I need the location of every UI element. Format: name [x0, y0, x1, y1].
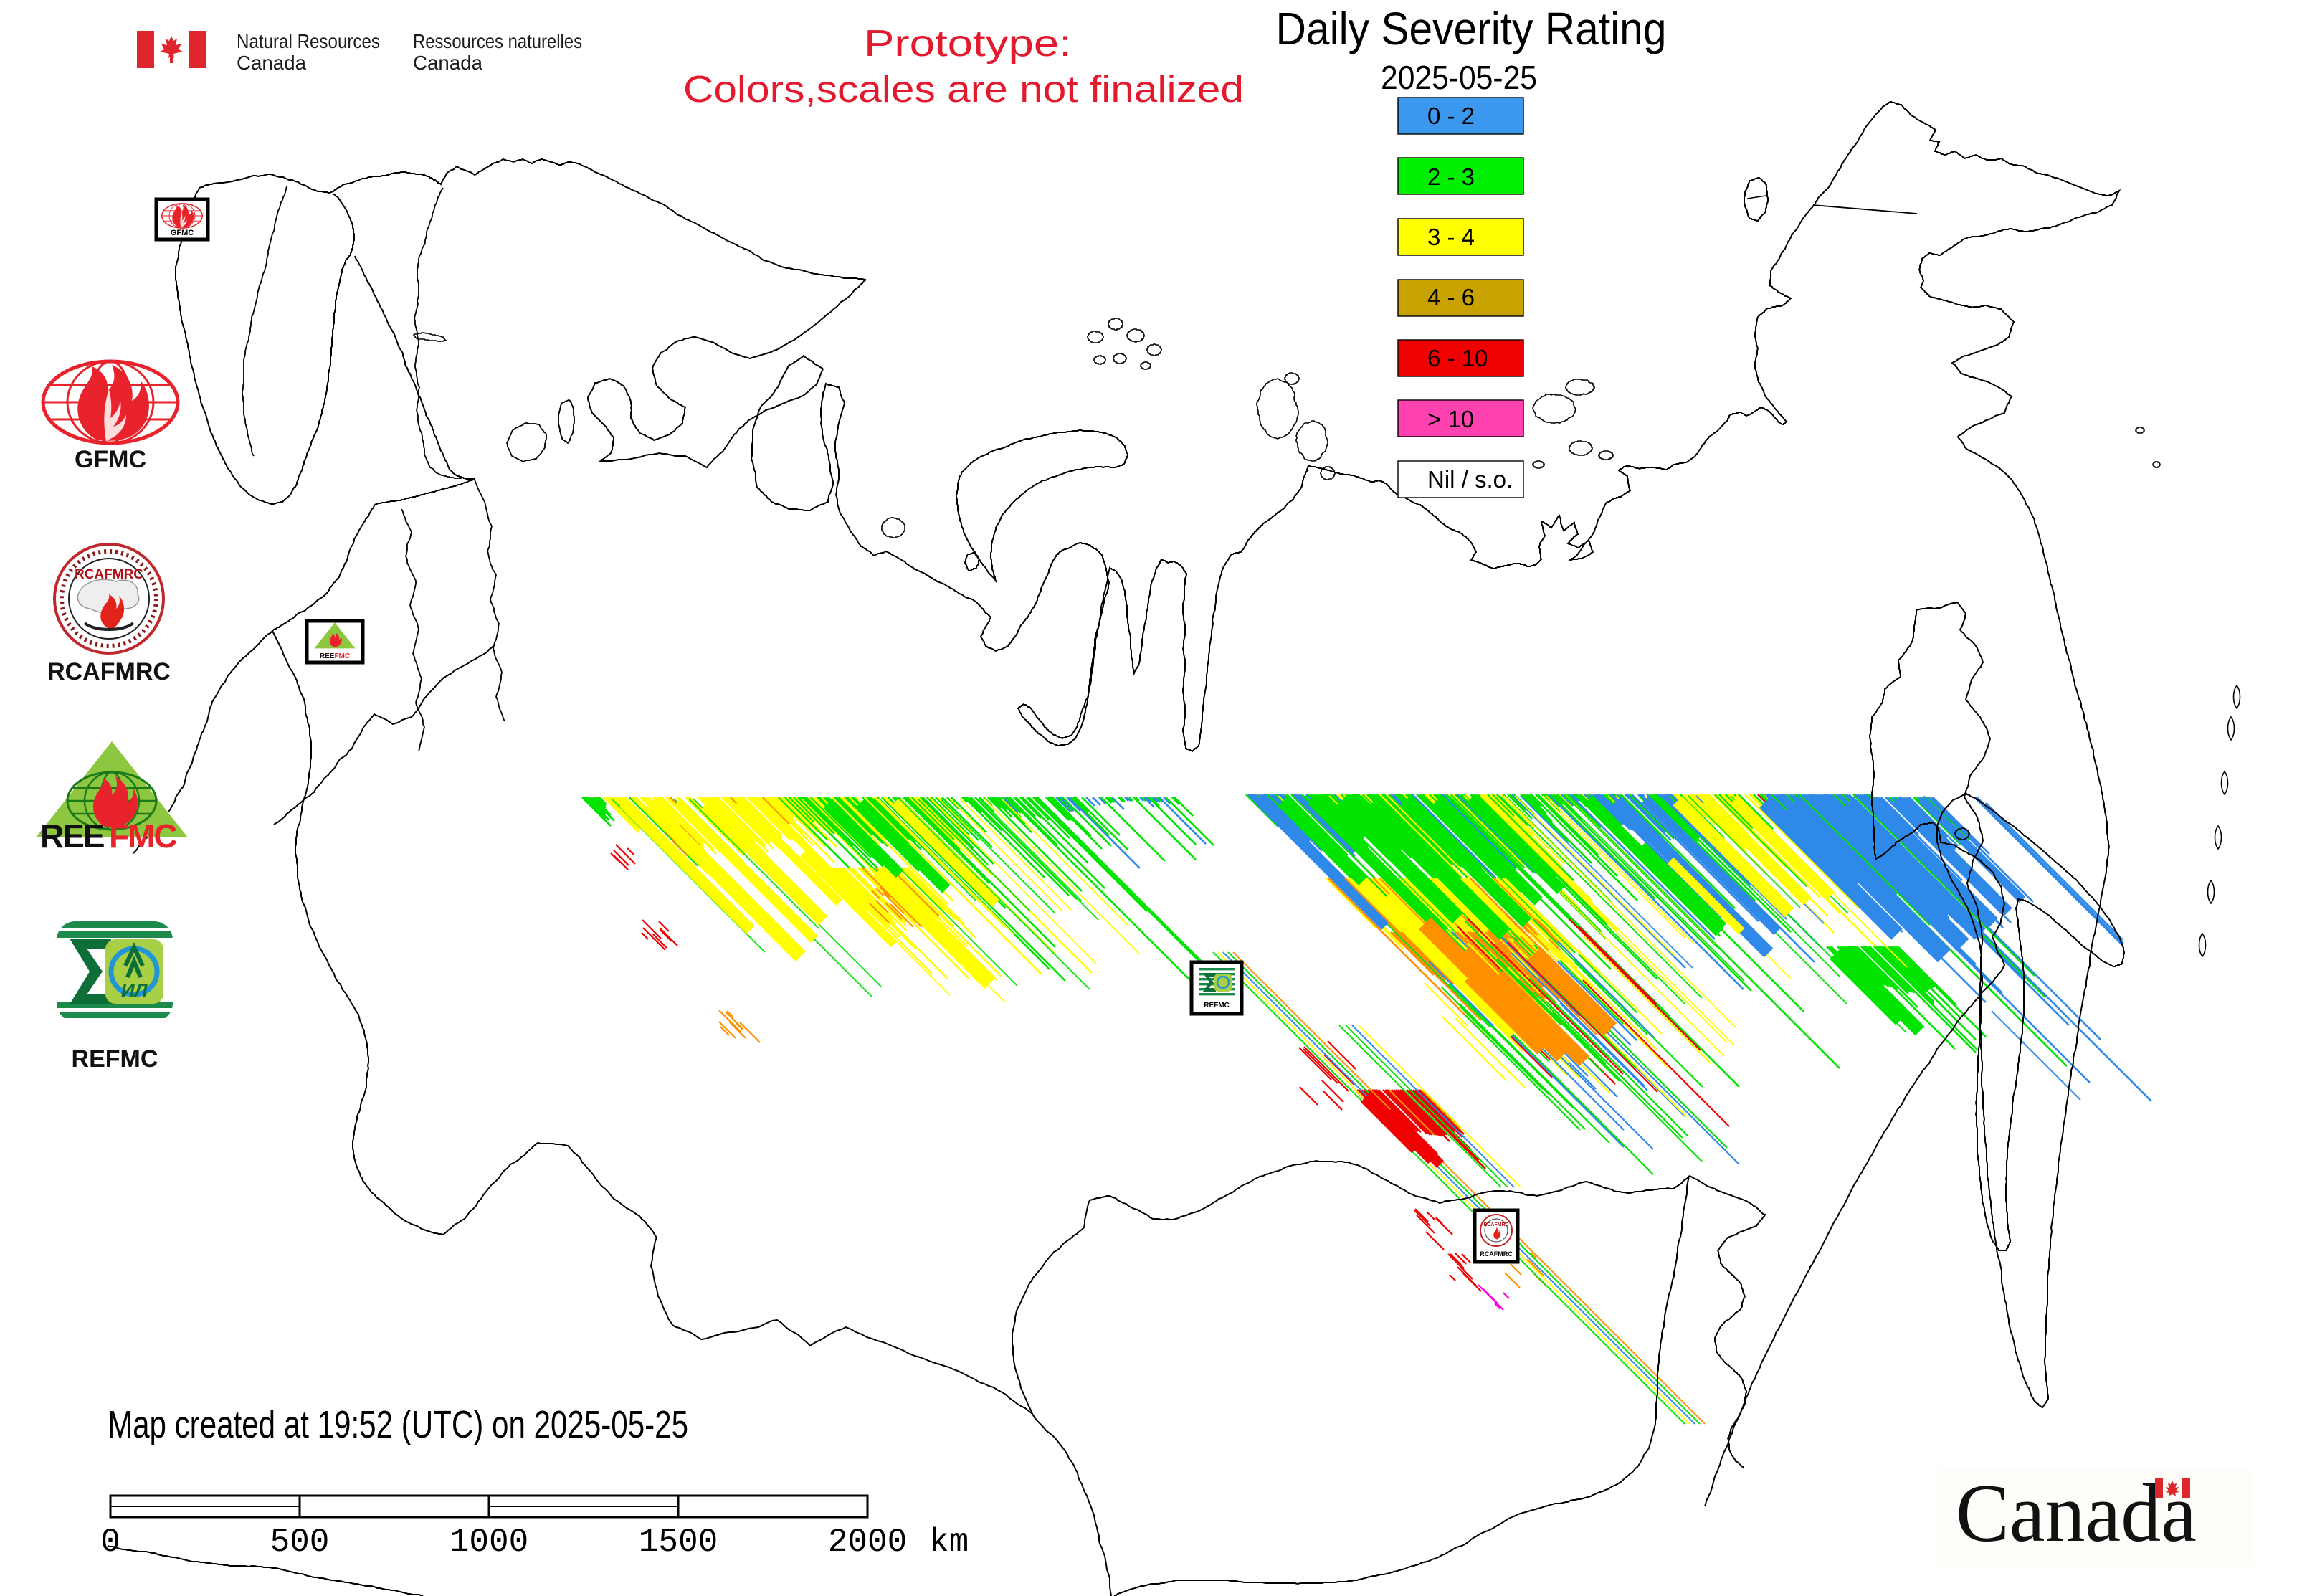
svg-text:RCAFMRC: RCAFMRC: [47, 658, 171, 685]
svg-text:2025-05-25: 2025-05-25: [1381, 59, 1537, 96]
svg-text:0: 0: [100, 1524, 120, 1561]
svg-text:Natural Resources: Natural Resources: [237, 30, 380, 52]
svg-text:ИЛ: ИЛ: [121, 979, 148, 1001]
svg-text:1000: 1000: [450, 1524, 528, 1561]
svg-text:REE: REE: [40, 817, 104, 855]
svg-text:REEFMC: REEFMC: [320, 652, 350, 660]
svg-text:GFMC: GFMC: [171, 229, 194, 237]
svg-text:2000: 2000: [828, 1524, 907, 1561]
svg-text:2 - 3: 2 - 3: [1427, 163, 1475, 190]
svg-text:3 - 4: 3 - 4: [1427, 224, 1475, 250]
svg-text:Ressources naturelles: Ressources naturelles: [413, 30, 582, 52]
svg-text:0 - 2: 0 - 2: [1427, 103, 1475, 129]
svg-text:1500: 1500: [639, 1524, 718, 1561]
svg-text:> 10: > 10: [1427, 406, 1474, 432]
svg-text:6 - 10: 6 - 10: [1427, 345, 1488, 371]
svg-text:Canada: Canada: [413, 52, 482, 74]
svg-text:REFMC: REFMC: [72, 1045, 158, 1073]
svg-text:RCAFMRC: RCAFMRC: [1483, 1222, 1508, 1227]
svg-text:Map created at 19:52 (UTC) on: Map created at 19:52 (UTC) on 2025-05-25: [108, 1403, 688, 1446]
svg-text:Prototype:: Prototype:: [864, 23, 1072, 65]
svg-text:Colors,scales are not finalize: Colors,scales are not finalized: [683, 69, 1244, 110]
svg-text:RCAFMRC: RCAFMRC: [1480, 1250, 1513, 1258]
svg-text:RCAFMRC: RCAFMRC: [75, 567, 143, 582]
svg-text:Daily Severity Rating: Daily Severity Rating: [1276, 3, 1667, 54]
svg-text:FMC: FMC: [109, 817, 176, 855]
svg-text:GFMC: GFMC: [75, 446, 146, 473]
svg-text:REFMC: REFMC: [1204, 1002, 1230, 1010]
svg-text:Nil / s.o.: Nil / s.o.: [1427, 466, 1513, 493]
svg-text:4 - 6: 4 - 6: [1427, 284, 1475, 310]
svg-text:500: 500: [270, 1524, 330, 1561]
svg-text:km: km: [929, 1524, 969, 1561]
svg-text:Canada: Canada: [237, 52, 306, 74]
